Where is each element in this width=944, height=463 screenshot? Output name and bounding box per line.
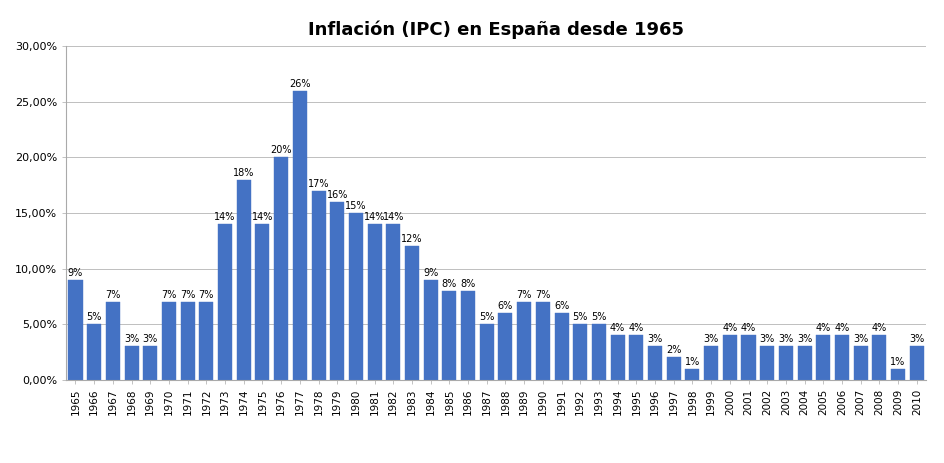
Text: 8%: 8%: [441, 279, 457, 289]
Text: 26%: 26%: [289, 79, 311, 89]
Text: 6%: 6%: [553, 301, 568, 311]
Bar: [778, 346, 792, 380]
Text: 14%: 14%: [382, 212, 404, 222]
Bar: [684, 369, 699, 380]
Bar: [329, 202, 344, 380]
Bar: [293, 91, 307, 380]
Text: 3%: 3%: [908, 334, 923, 344]
Text: 14%: 14%: [251, 212, 273, 222]
Bar: [125, 346, 139, 380]
Bar: [405, 246, 418, 380]
Bar: [629, 335, 643, 380]
Bar: [666, 357, 680, 380]
Text: 3%: 3%: [647, 334, 662, 344]
Text: 7%: 7%: [516, 290, 531, 300]
Bar: [386, 224, 400, 380]
Bar: [516, 302, 531, 380]
Bar: [871, 335, 885, 380]
Text: 4%: 4%: [834, 323, 849, 333]
Text: 5%: 5%: [572, 312, 587, 322]
Bar: [591, 324, 605, 380]
Text: 3%: 3%: [852, 334, 868, 344]
Bar: [648, 346, 662, 380]
Text: 3%: 3%: [143, 334, 158, 344]
Bar: [834, 335, 848, 380]
Bar: [722, 335, 736, 380]
Bar: [535, 302, 549, 380]
Text: 15%: 15%: [345, 201, 366, 211]
Text: 2%: 2%: [666, 345, 681, 356]
Bar: [312, 191, 325, 380]
Text: 20%: 20%: [270, 145, 292, 156]
Bar: [255, 224, 269, 380]
Text: 17%: 17%: [308, 179, 329, 189]
Bar: [237, 180, 250, 380]
Text: 4%: 4%: [740, 323, 755, 333]
Text: 4%: 4%: [815, 323, 830, 333]
Bar: [180, 302, 194, 380]
Text: 7%: 7%: [198, 290, 214, 300]
Text: 1%: 1%: [889, 357, 904, 367]
Text: 7%: 7%: [161, 290, 177, 300]
Text: 4%: 4%: [610, 323, 625, 333]
Text: 3%: 3%: [778, 334, 793, 344]
Text: 1%: 1%: [684, 357, 700, 367]
Bar: [497, 313, 512, 380]
Text: 14%: 14%: [363, 212, 385, 222]
Text: 9%: 9%: [423, 268, 438, 278]
Text: 5%: 5%: [479, 312, 494, 322]
Bar: [703, 346, 717, 380]
Bar: [161, 302, 176, 380]
Bar: [909, 346, 923, 380]
Text: 8%: 8%: [460, 279, 475, 289]
Bar: [480, 324, 494, 380]
Bar: [816, 335, 830, 380]
Bar: [797, 346, 811, 380]
Bar: [106, 302, 120, 380]
Bar: [218, 224, 232, 380]
Bar: [890, 369, 904, 380]
Text: 7%: 7%: [179, 290, 195, 300]
Bar: [87, 324, 101, 380]
Bar: [610, 335, 624, 380]
Text: 4%: 4%: [721, 323, 736, 333]
Bar: [554, 313, 568, 380]
Text: 4%: 4%: [628, 323, 643, 333]
Text: 14%: 14%: [214, 212, 235, 222]
Bar: [461, 291, 475, 380]
Text: 7%: 7%: [105, 290, 121, 300]
Title: Inflación (IPC) en España desde 1965: Inflación (IPC) en España desde 1965: [308, 21, 683, 39]
Text: 16%: 16%: [327, 190, 347, 200]
Text: 3%: 3%: [759, 334, 774, 344]
Text: 12%: 12%: [401, 234, 422, 244]
Bar: [68, 280, 82, 380]
Text: 6%: 6%: [497, 301, 513, 311]
Bar: [367, 224, 381, 380]
Text: 18%: 18%: [233, 168, 254, 178]
Text: 3%: 3%: [796, 334, 811, 344]
Bar: [741, 335, 754, 380]
Text: 9%: 9%: [68, 268, 83, 278]
Text: 5%: 5%: [87, 312, 102, 322]
Bar: [759, 346, 773, 380]
Text: 3%: 3%: [124, 334, 139, 344]
Text: 3%: 3%: [702, 334, 718, 344]
Bar: [348, 213, 362, 380]
Bar: [274, 157, 288, 380]
Bar: [143, 346, 157, 380]
Text: 5%: 5%: [591, 312, 606, 322]
Bar: [852, 346, 867, 380]
Bar: [442, 291, 456, 380]
Bar: [423, 280, 437, 380]
Text: 7%: 7%: [534, 290, 550, 300]
Bar: [573, 324, 586, 380]
Text: 4%: 4%: [870, 323, 886, 333]
Bar: [199, 302, 213, 380]
